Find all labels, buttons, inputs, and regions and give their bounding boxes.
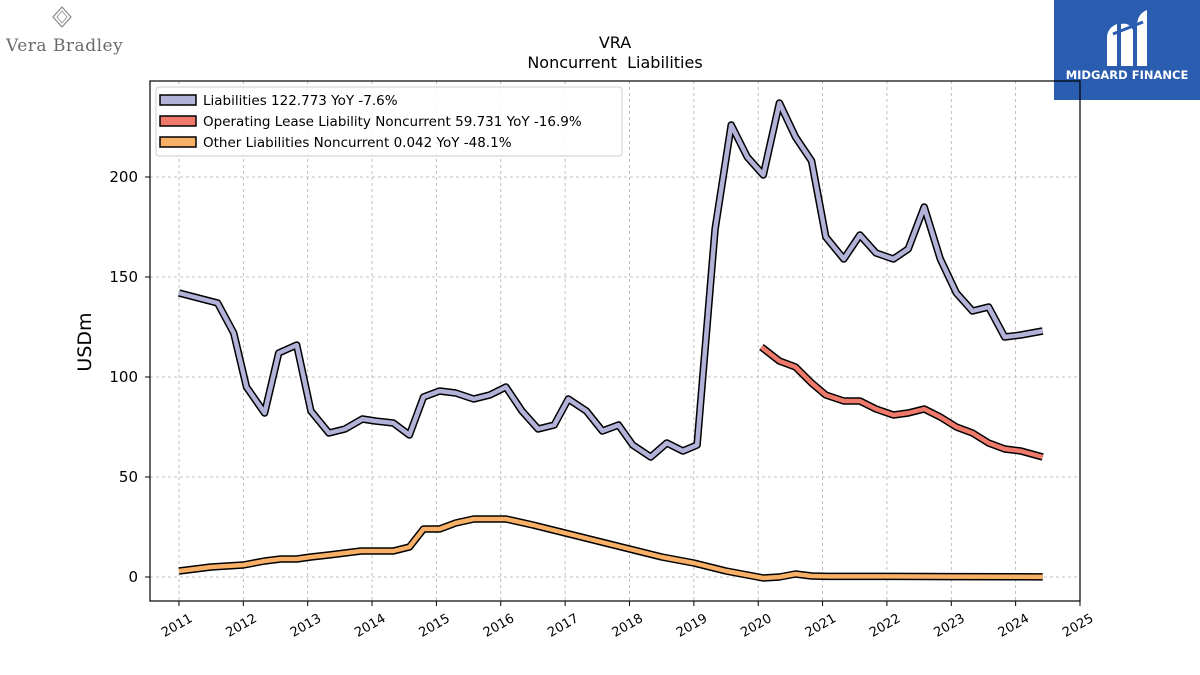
x-tick-label: 2022	[867, 611, 903, 641]
midgard-mark-icon	[1107, 10, 1147, 67]
brand-badge: MIDGARD FINANCE	[1054, 0, 1200, 100]
chart-subtitle: Noncurrent Liabilities	[527, 53, 702, 72]
brand-name: MIDGARD FINANCE	[1065, 68, 1189, 82]
x-tick-label: 2023	[931, 611, 967, 641]
x-tick-label: 2015	[417, 611, 453, 641]
series-line	[178, 100, 1044, 460]
diamond-emblem-icon	[52, 6, 72, 28]
legend-swatch	[159, 136, 197, 148]
x-tick-label: 2016	[481, 611, 517, 641]
grid-lines	[150, 81, 1081, 601]
series-line-outline	[759, 344, 1044, 461]
legend-label: Other Liabilities Noncurrent 0.042 YoY -…	[203, 135, 512, 151]
y-tick-label: 50	[119, 468, 138, 486]
legend-label: Liabilities 122.773 YoY -7.6%	[203, 93, 398, 109]
x-tick-label: 2018	[610, 611, 646, 641]
company-logo: Vera Bradley	[0, 0, 130, 70]
x-tick-label: 2013	[288, 611, 324, 641]
x-tick-label: 2024	[996, 611, 1032, 641]
series-line	[760, 345, 1044, 460]
plot-frame	[149, 80, 1081, 602]
y-tick-label: 200	[109, 168, 138, 186]
company-wordmark: Vera Bradley	[6, 36, 124, 56]
legend: Liabilities 122.773 YoY -7.6% Operating L…	[155, 86, 623, 157]
chart-title: VRA	[599, 33, 631, 52]
legend-label: Operating Lease Liability Noncurrent 59.…	[203, 114, 582, 130]
x-tick-label: 2025	[1060, 611, 1096, 641]
y-tick-label: 0	[128, 568, 138, 586]
legend-swatch	[159, 94, 197, 106]
legend-box	[155, 86, 623, 157]
y-axis-label: USDm	[74, 312, 96, 371]
x-tick-label: 2021	[803, 611, 839, 641]
series-line	[178, 516, 1043, 581]
series-lines	[178, 99, 1044, 582]
y-tick-label: 100	[109, 368, 138, 386]
series-line-outline	[178, 515, 1043, 582]
y-tick-label: 150	[109, 268, 138, 286]
x-tick-label: 2014	[352, 611, 388, 641]
x-tick-label: 2011	[159, 611, 195, 641]
x-tick-label: 2012	[223, 611, 259, 641]
legend-swatch	[159, 115, 197, 127]
x-tick-label: 2019	[674, 611, 710, 641]
x-tick-label: 2020	[738, 611, 774, 641]
x-tick-label: 2017	[545, 611, 581, 641]
